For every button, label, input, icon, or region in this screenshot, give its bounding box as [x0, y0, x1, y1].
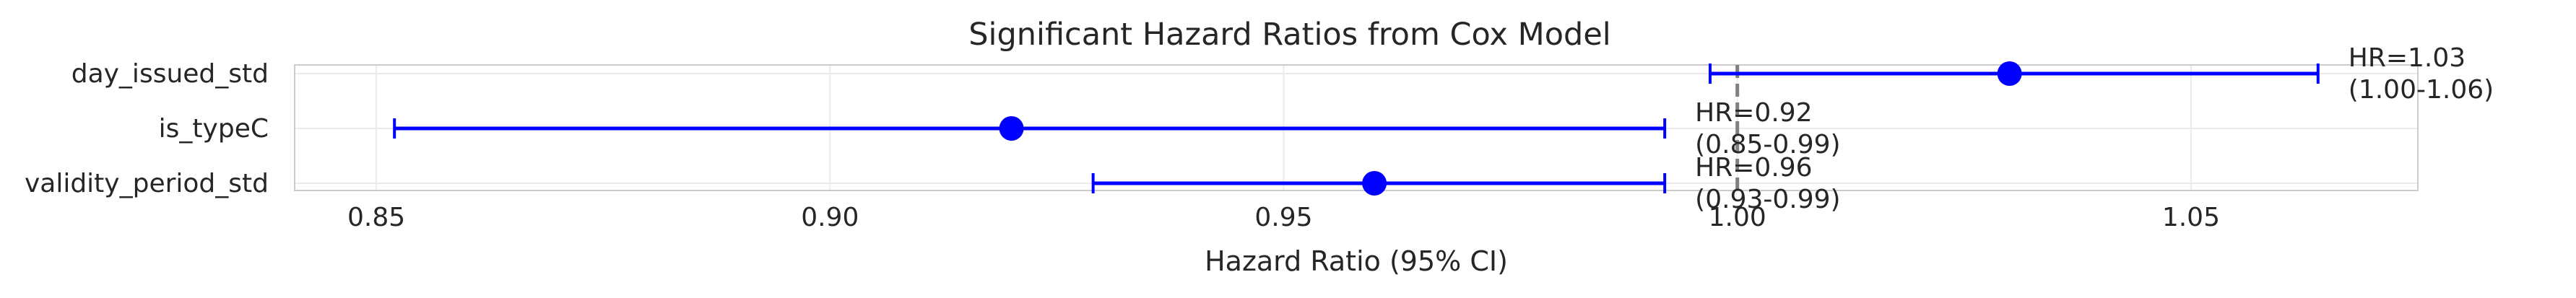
confidence-intervals — [393, 61, 2320, 196]
x-tick-labels: 0.85 0.90 0.95 1.00 1.05 — [347, 203, 2220, 232]
x-tick-label: 0.85 — [347, 203, 405, 232]
hr-annotation-ci: (0.85-0.99) — [1695, 130, 1840, 159]
plot-frame — [294, 64, 2419, 191]
y-tick-label: is_typeC — [159, 114, 269, 144]
x-tick-label: 0.95 — [1254, 203, 1312, 232]
chart-title: Significant Hazard Ratios from Cox Model — [968, 17, 1611, 53]
x-tick-label: 0.90 — [801, 203, 859, 232]
hr-point — [1997, 61, 2022, 86]
x-tick-label: 1.05 — [2162, 203, 2220, 232]
hr-point — [1362, 171, 1387, 196]
hr-annotation-value: HR=1.03 — [2349, 43, 2466, 73]
hr-annotation-ci: (0.93-0.99) — [1695, 185, 1840, 214]
y-tick-label: day_issued_std — [71, 59, 269, 89]
y-tick-labels: day_issued_std is_typeC validity_period_st… — [25, 59, 269, 198]
y-tick-label: validity_period_std — [25, 169, 269, 198]
hr-annotation-value: HR=0.96 — [1695, 153, 1812, 183]
hr-annotation-value: HR=0.92 — [1695, 98, 1812, 128]
hr-annotation-ci: (1.00-1.06) — [2349, 75, 2494, 105]
x-tick-label: 1.00 — [1709, 203, 1766, 232]
annotations: HR=1.03(1.00-1.06) HR=0.92(0.85-0.99)HR=0… — [1695, 43, 2494, 214]
x-axis-label: Hazard Ratio (95% CI) — [1205, 245, 1508, 277]
hr-point — [999, 116, 1024, 141]
